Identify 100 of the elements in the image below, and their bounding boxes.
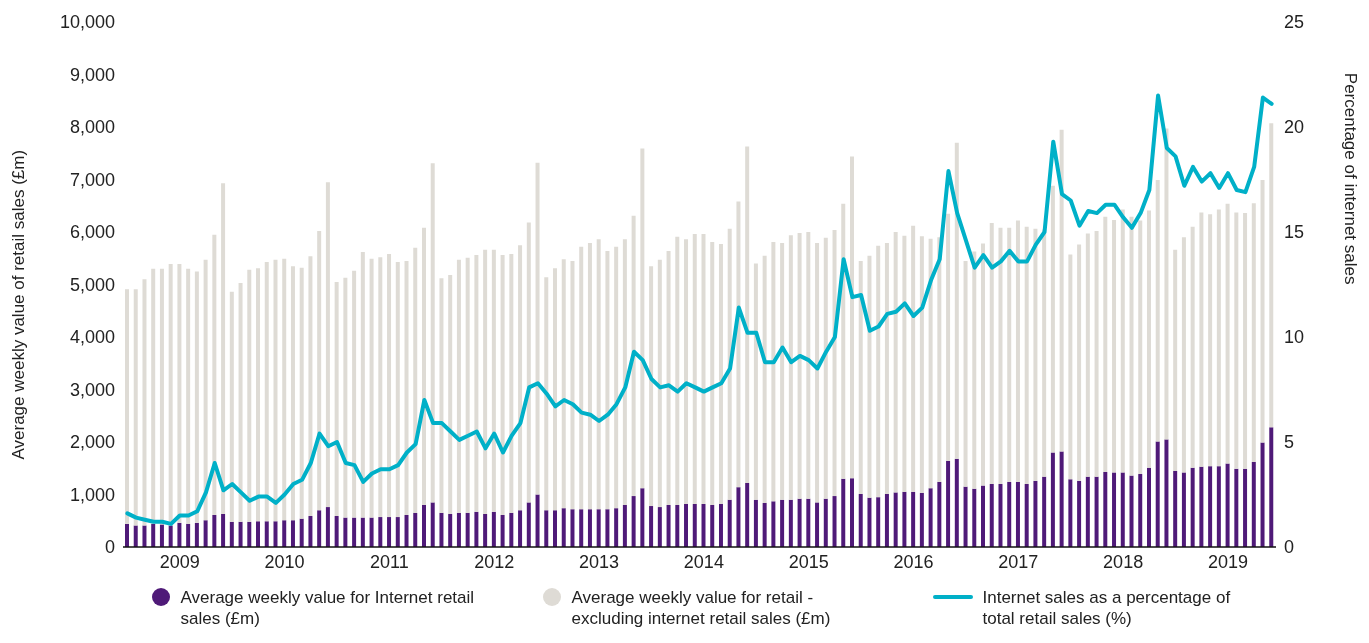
bar bbox=[483, 249, 488, 514]
bar bbox=[579, 246, 584, 510]
bar bbox=[1199, 212, 1204, 467]
bar bbox=[1129, 475, 1134, 547]
bar bbox=[1077, 244, 1082, 481]
y2-tick-label: 15 bbox=[1284, 222, 1305, 243]
y2-tick-label: 25 bbox=[1284, 12, 1305, 33]
bar bbox=[491, 249, 496, 512]
bar bbox=[771, 241, 776, 502]
bar bbox=[125, 289, 129, 524]
bar bbox=[456, 259, 461, 513]
bar bbox=[1059, 451, 1064, 547]
bar bbox=[491, 511, 496, 547]
bar bbox=[570, 509, 575, 547]
bar bbox=[963, 260, 968, 487]
bar bbox=[1094, 476, 1099, 547]
bar bbox=[745, 482, 750, 547]
bar bbox=[203, 259, 208, 521]
bar bbox=[264, 261, 269, 522]
bar bbox=[823, 237, 828, 499]
bar bbox=[954, 142, 959, 459]
x-tick-label: 2014 bbox=[683, 551, 724, 572]
bar bbox=[282, 520, 287, 547]
bar bbox=[1208, 214, 1213, 467]
line-series bbox=[125, 93, 1274, 526]
bar bbox=[684, 503, 689, 547]
bar bbox=[587, 243, 592, 510]
bar bbox=[1190, 467, 1195, 547]
bar bbox=[1129, 216, 1134, 476]
bar bbox=[919, 236, 924, 493]
x-tick-label: 2018 bbox=[1103, 551, 1144, 572]
bar bbox=[684, 239, 689, 504]
bar bbox=[317, 510, 322, 547]
bar bbox=[876, 245, 881, 498]
bar bbox=[596, 239, 601, 510]
y-axis-title: Average weekly value of retail sales (£m) bbox=[9, 149, 29, 460]
bar bbox=[194, 271, 199, 523]
bar bbox=[334, 516, 339, 547]
bar bbox=[1112, 472, 1117, 547]
y2-tick-label: 5 bbox=[1284, 432, 1295, 453]
bar bbox=[1050, 452, 1055, 547]
bar bbox=[1094, 230, 1099, 477]
bar bbox=[579, 509, 584, 547]
bar bbox=[168, 525, 173, 547]
bar bbox=[308, 256, 313, 517]
bar bbox=[1251, 461, 1256, 547]
bar bbox=[981, 485, 986, 547]
bar bbox=[500, 255, 505, 515]
bar bbox=[133, 289, 138, 526]
bar bbox=[352, 270, 357, 518]
bar bbox=[1208, 466, 1213, 547]
bar bbox=[806, 232, 811, 499]
bar bbox=[928, 238, 933, 489]
bar bbox=[256, 268, 261, 522]
bar bbox=[474, 511, 479, 547]
bar bbox=[1181, 472, 1186, 547]
bar bbox=[596, 509, 601, 547]
bar bbox=[605, 509, 610, 547]
bar bbox=[727, 228, 732, 500]
bar bbox=[439, 512, 444, 547]
bar bbox=[1146, 467, 1151, 547]
bar bbox=[614, 508, 619, 547]
bar bbox=[1155, 441, 1160, 547]
bar bbox=[194, 522, 199, 547]
bar bbox=[622, 505, 627, 547]
bar bbox=[212, 514, 217, 547]
bar bbox=[439, 278, 444, 513]
bar bbox=[561, 259, 566, 509]
bar bbox=[849, 156, 854, 479]
y2-axis-title: Percentage of internet sales bbox=[1340, 72, 1360, 285]
bar bbox=[710, 505, 715, 547]
bar bbox=[369, 258, 374, 518]
bar bbox=[745, 146, 750, 483]
bar bbox=[378, 257, 383, 518]
bar bbox=[1216, 209, 1221, 467]
bar bbox=[797, 233, 802, 499]
bar bbox=[1164, 439, 1169, 547]
bar bbox=[937, 481, 942, 547]
bar bbox=[1085, 233, 1090, 477]
bar bbox=[238, 282, 243, 522]
bar bbox=[1269, 427, 1274, 547]
x-tick-label: 2017 bbox=[998, 551, 1039, 572]
bar bbox=[1007, 481, 1012, 547]
x-tick-label: 2015 bbox=[788, 551, 829, 572]
bar bbox=[989, 484, 994, 547]
bar bbox=[1164, 128, 1169, 440]
x-tick-label: 2012 bbox=[474, 551, 515, 572]
y2-tick-label: 0 bbox=[1284, 537, 1295, 558]
bar bbox=[841, 203, 846, 479]
bar bbox=[177, 264, 182, 523]
bar bbox=[282, 258, 287, 521]
bar bbox=[1068, 254, 1073, 480]
bar bbox=[1120, 209, 1125, 473]
bar bbox=[247, 521, 252, 547]
bar bbox=[884, 243, 889, 494]
bar bbox=[631, 496, 636, 547]
bar bbox=[535, 494, 540, 547]
bar bbox=[1173, 249, 1178, 471]
bar bbox=[570, 260, 575, 510]
bar bbox=[404, 514, 409, 547]
